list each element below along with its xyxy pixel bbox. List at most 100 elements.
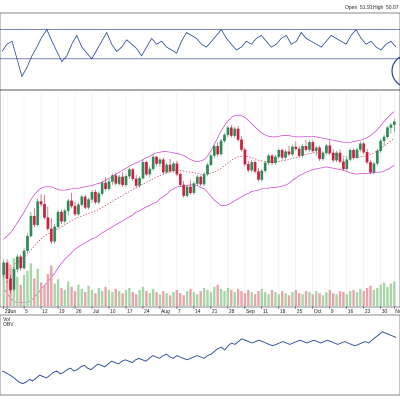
x-tick-label: 25 xyxy=(297,309,303,315)
volume-bar xyxy=(16,276,19,306)
candle-body xyxy=(107,181,111,189)
candle-body xyxy=(138,178,141,186)
volume-bar xyxy=(321,295,325,306)
volume-bar xyxy=(335,294,338,306)
candle-body xyxy=(56,211,60,227)
candle-body xyxy=(260,170,264,180)
candle-body xyxy=(257,171,260,180)
candle-body xyxy=(178,174,182,185)
candle-body xyxy=(87,199,90,208)
volume-bar xyxy=(5,280,9,306)
candle-body xyxy=(314,147,318,152)
volume-bar xyxy=(19,284,22,306)
x-tick-label: 18 xyxy=(280,309,286,315)
volume-bar xyxy=(301,294,304,306)
candle-body xyxy=(192,183,196,193)
candle-body xyxy=(36,201,40,225)
candle-body xyxy=(9,278,12,291)
indicator-panel-frame xyxy=(0,12,400,91)
volume-bar xyxy=(216,284,219,306)
volume-bar xyxy=(158,294,162,306)
volume-bar xyxy=(226,287,230,306)
volume-bar xyxy=(260,288,263,306)
candle-body xyxy=(240,139,243,150)
volume-bar xyxy=(107,290,111,306)
volume-bar xyxy=(175,290,179,306)
volume-bar xyxy=(36,268,39,306)
candle-body xyxy=(49,228,53,242)
volume-bar xyxy=(223,291,226,306)
candle-body xyxy=(124,176,128,186)
volume-bar xyxy=(202,287,206,306)
candle-body xyxy=(267,155,270,164)
x-tick-label: 7 xyxy=(178,309,181,315)
volume-bar xyxy=(362,291,365,306)
bollinger-upper xyxy=(3,111,395,240)
volume-bar xyxy=(233,292,236,306)
obv-layer xyxy=(1,331,397,385)
x-tick-label: Aug xyxy=(161,309,170,315)
volume-bar xyxy=(90,290,94,306)
volume-bar xyxy=(84,292,87,306)
candle-body xyxy=(277,150,281,158)
candle-body xyxy=(274,156,277,164)
volume-bar xyxy=(104,286,107,306)
candle-body xyxy=(121,176,124,186)
volume-bar xyxy=(264,292,267,306)
volume-bar xyxy=(342,292,345,306)
volume-bar xyxy=(199,291,202,306)
candle-body xyxy=(151,156,155,170)
volume-bar xyxy=(318,293,321,306)
candle-body xyxy=(348,150,352,160)
x-tick-label: 19 xyxy=(59,309,65,315)
candle-body xyxy=(358,143,362,150)
volume-bar xyxy=(219,288,223,306)
x-tick-label: 28 xyxy=(229,309,235,315)
volume-bar xyxy=(365,287,369,306)
volume-bar xyxy=(352,290,355,306)
volume-bar xyxy=(230,290,233,306)
volume-bar xyxy=(77,284,80,306)
candle-body xyxy=(73,206,77,215)
candle-body xyxy=(375,150,379,164)
candle-body xyxy=(392,121,396,126)
candle-body xyxy=(134,178,138,186)
volume-bar xyxy=(46,274,50,306)
candle-body xyxy=(331,152,335,161)
candle-body xyxy=(362,143,366,153)
volume-bar xyxy=(196,294,199,306)
candle-body xyxy=(216,146,220,155)
candle-body xyxy=(141,162,145,179)
candle-body xyxy=(294,146,298,150)
volume-bar xyxy=(349,291,352,306)
volume-bar xyxy=(376,287,379,306)
volume-bar xyxy=(138,290,141,306)
volume-bar xyxy=(185,291,189,306)
candle-body xyxy=(12,269,16,290)
volume-bar xyxy=(298,293,301,306)
candle-body xyxy=(63,210,67,222)
volume-bar xyxy=(372,290,376,306)
candle-body xyxy=(155,156,158,164)
x-tick-label: 9 xyxy=(331,309,334,315)
volume-bar xyxy=(270,290,274,306)
x-tick-label: 21 xyxy=(212,309,218,315)
bollinger-lower xyxy=(3,164,395,304)
candle-body xyxy=(29,215,33,237)
volume-bar xyxy=(308,292,311,306)
candle-body xyxy=(2,262,6,275)
x-tick-label: 26 xyxy=(76,309,82,315)
candle-body xyxy=(90,192,94,200)
volume-bar xyxy=(26,270,29,306)
candle-body xyxy=(189,186,192,194)
candle-body xyxy=(172,163,175,172)
candle-body xyxy=(97,193,101,203)
open-label: Open xyxy=(345,5,357,11)
candle-body xyxy=(263,162,267,172)
volume-bar xyxy=(39,282,43,306)
x-tick-label: 30 xyxy=(382,309,388,315)
volume-bar xyxy=(332,293,335,306)
candle-body xyxy=(233,128,237,136)
volume-bar xyxy=(172,292,175,306)
